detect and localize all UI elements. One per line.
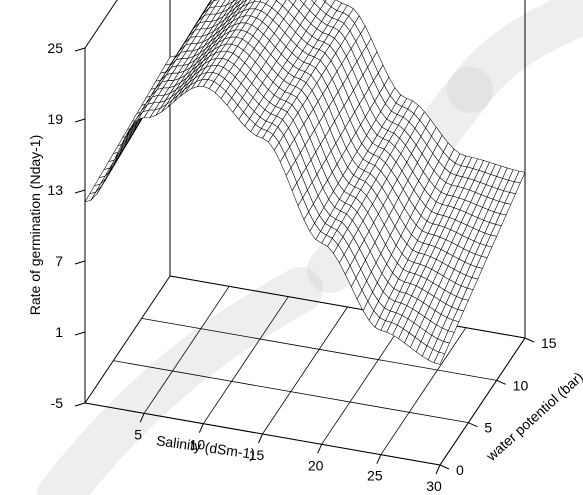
x-axis-title: Salinity (dSm-1) (155, 432, 256, 462)
y-tick-1 (468, 422, 478, 428)
z-tick-5 (74, 402, 86, 407)
x-tick-2 (258, 433, 263, 444)
top-left-wall-edge (84, 0, 118, 49)
x-tick-label-2: 15 (249, 447, 265, 463)
watermark-stroke-3 (447, 0, 583, 113)
floor-grid-y-2 (141, 317, 497, 381)
x-tick-label-0: 5 (134, 426, 142, 442)
y-tick-label-0: 0 (456, 462, 464, 478)
floor-grid-x-4 (380, 327, 467, 455)
z-tick-label-5: -5 (51, 395, 64, 411)
y-tick-label-3: 15 (541, 335, 557, 351)
floor-grid-x-3 (321, 317, 407, 445)
x-tick-label-4: 25 (367, 468, 383, 484)
z-tick-label-3: 7 (55, 253, 63, 269)
z-axis-title: Rate of germination (Nday-1) (27, 135, 43, 316)
floor-grid-x-2 (262, 306, 348, 435)
floor-grid-y-3 (169, 275, 526, 339)
y-tick-label-1: 5 (484, 420, 492, 436)
x-tick-5 (435, 464, 441, 475)
x-tick-label-5: 30 (426, 478, 442, 494)
floor-grid-y-1 (113, 360, 469, 424)
x-tick-3 (317, 444, 323, 454)
x-tick-label-3: 20 (308, 457, 324, 473)
floor-grid-x-0 (143, 286, 230, 414)
axis-ticks: 25 19 13 7 1 -5 5 10 15 20 25 30 0 5 10 15 (47, 40, 556, 494)
watermark-stroke-1 (37, 267, 323, 495)
x-tick-label-1: 10 (190, 437, 206, 453)
z-tick-label-1: 19 (47, 111, 63, 127)
surface-cell-59-0 (433, 351, 446, 365)
x-tick-1 (198, 423, 204, 433)
floor-grid-x-1 (203, 296, 289, 424)
z-tick-label-4: 1 (55, 324, 63, 340)
y-tick-0 (439, 464, 450, 470)
y-tick-2 (496, 379, 506, 385)
surface-mesh (84, 0, 526, 365)
y-axis-title: water potentiol (bar) (482, 369, 583, 465)
x-tick-0 (139, 413, 145, 423)
z-tick-2 (74, 189, 86, 194)
x-tick-4 (376, 454, 382, 464)
z-tick-label-2: 13 (47, 182, 63, 198)
floor-grid-x-5 (439, 337, 526, 466)
z-tick-4 (74, 331, 86, 336)
y-tick-3 (524, 337, 535, 343)
z-tick-1 (74, 118, 86, 123)
z-tick-3 (74, 260, 86, 265)
z-tick-0 (74, 47, 86, 52)
y-tick-label-2: 10 (513, 377, 529, 393)
back-left-floor-edge (84, 275, 171, 404)
z-tick-label-0: 25 (47, 40, 63, 56)
